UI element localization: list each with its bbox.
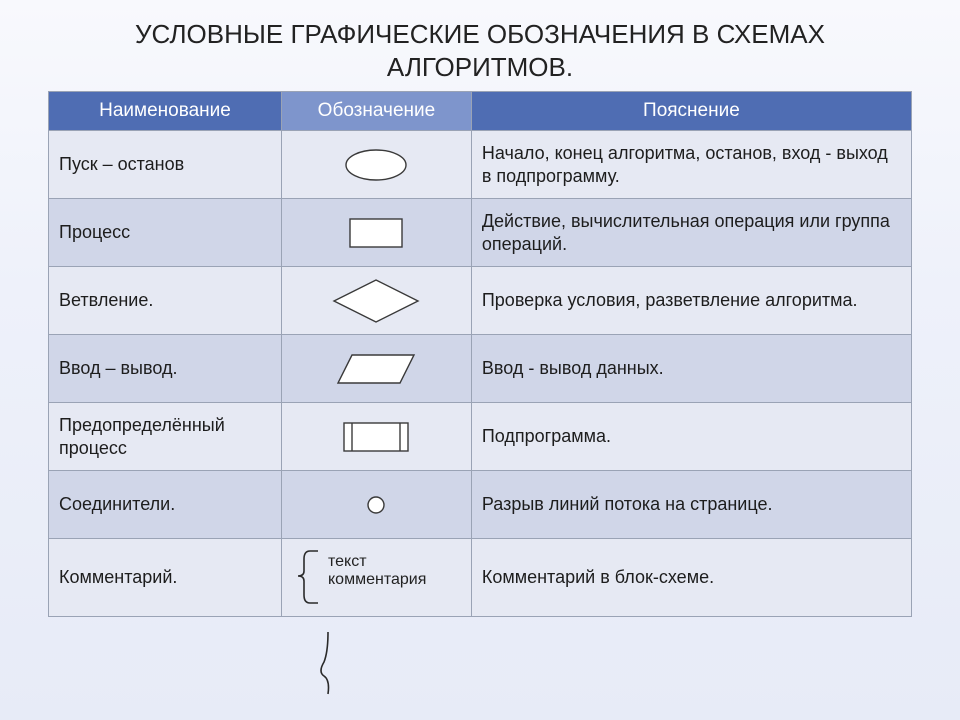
cell-explanation: Действие, вычислительная операция или гр… [471, 199, 911, 267]
table-row: Ввод – вывод. Ввод - вывод данных. [49, 335, 912, 403]
table-row: Комментарий. текст комментария Комментар… [49, 539, 912, 617]
decision-icon [328, 276, 424, 326]
table-row: Пуск – останов Начало, конец алгоритма, … [49, 131, 912, 199]
cell-name: Процесс [49, 199, 282, 267]
col-header-explanation: Пояснение [471, 92, 911, 131]
page-title: УСЛОВНЫЕ ГРАФИЧЕСКИЕ ОБОЗНАЧЕНИЯ В СХЕМА… [48, 18, 912, 83]
cell-name: Ветвление. [49, 267, 282, 335]
table-row: Процесс Действие, вычислительная операци… [49, 199, 912, 267]
dangling-curve-icon [308, 632, 348, 702]
cell-symbol [282, 471, 472, 539]
process-icon [336, 213, 416, 253]
cell-explanation: Ввод - вывод данных. [471, 335, 911, 403]
cell-symbol [282, 131, 472, 199]
table-header-row: Наименование Обозначение Пояснение [49, 92, 912, 131]
cell-explanation: Начало, конец алгоритма, останов, вход -… [471, 131, 911, 199]
cell-symbol [282, 335, 472, 403]
cell-name: Предопределённый процесс [49, 403, 282, 471]
symbols-table: Наименование Обозначение Пояснение Пуск … [48, 91, 912, 617]
cell-explanation: Подпрограмма. [471, 403, 911, 471]
comment-bracket-icon [288, 545, 328, 607]
comment-label-line1: текст [328, 553, 367, 570]
cell-symbol [282, 403, 472, 471]
cell-explanation: Комментарий в блок-схеме. [471, 539, 911, 617]
cell-name: Ввод – вывод. [49, 335, 282, 403]
page: УСЛОВНЫЕ ГРАФИЧЕСКИЕ ОБОЗНАЧЕНИЯ В СХЕМА… [0, 0, 960, 720]
table-row: Соединители. Разрыв линий потока на стра… [49, 471, 912, 539]
predefined-process-icon [334, 416, 418, 458]
cell-explanation: Разрыв линий потока на странице. [471, 471, 911, 539]
cell-name: Комментарий. [49, 539, 282, 617]
col-header-name: Наименование [49, 92, 282, 131]
connector-icon [356, 490, 396, 520]
io-icon [330, 348, 422, 390]
cell-symbol [282, 267, 472, 335]
cell-name: Соединители. [49, 471, 282, 539]
table-row: Предопределённый процесс Подпрограмма. [49, 403, 912, 471]
col-header-symbol: Обозначение [282, 92, 472, 131]
table-row: Ветвление. Проверка условия, разветвлени… [49, 267, 912, 335]
cell-name: Пуск – останов [49, 131, 282, 199]
comment-label: текст комментария [328, 553, 426, 590]
cell-symbol: текст комментария [282, 539, 472, 617]
comment-label-line2: комментария [328, 571, 426, 588]
cell-symbol [282, 199, 472, 267]
terminator-icon [336, 146, 416, 184]
cell-explanation: Проверка условия, разветвление алгоритма… [471, 267, 911, 335]
